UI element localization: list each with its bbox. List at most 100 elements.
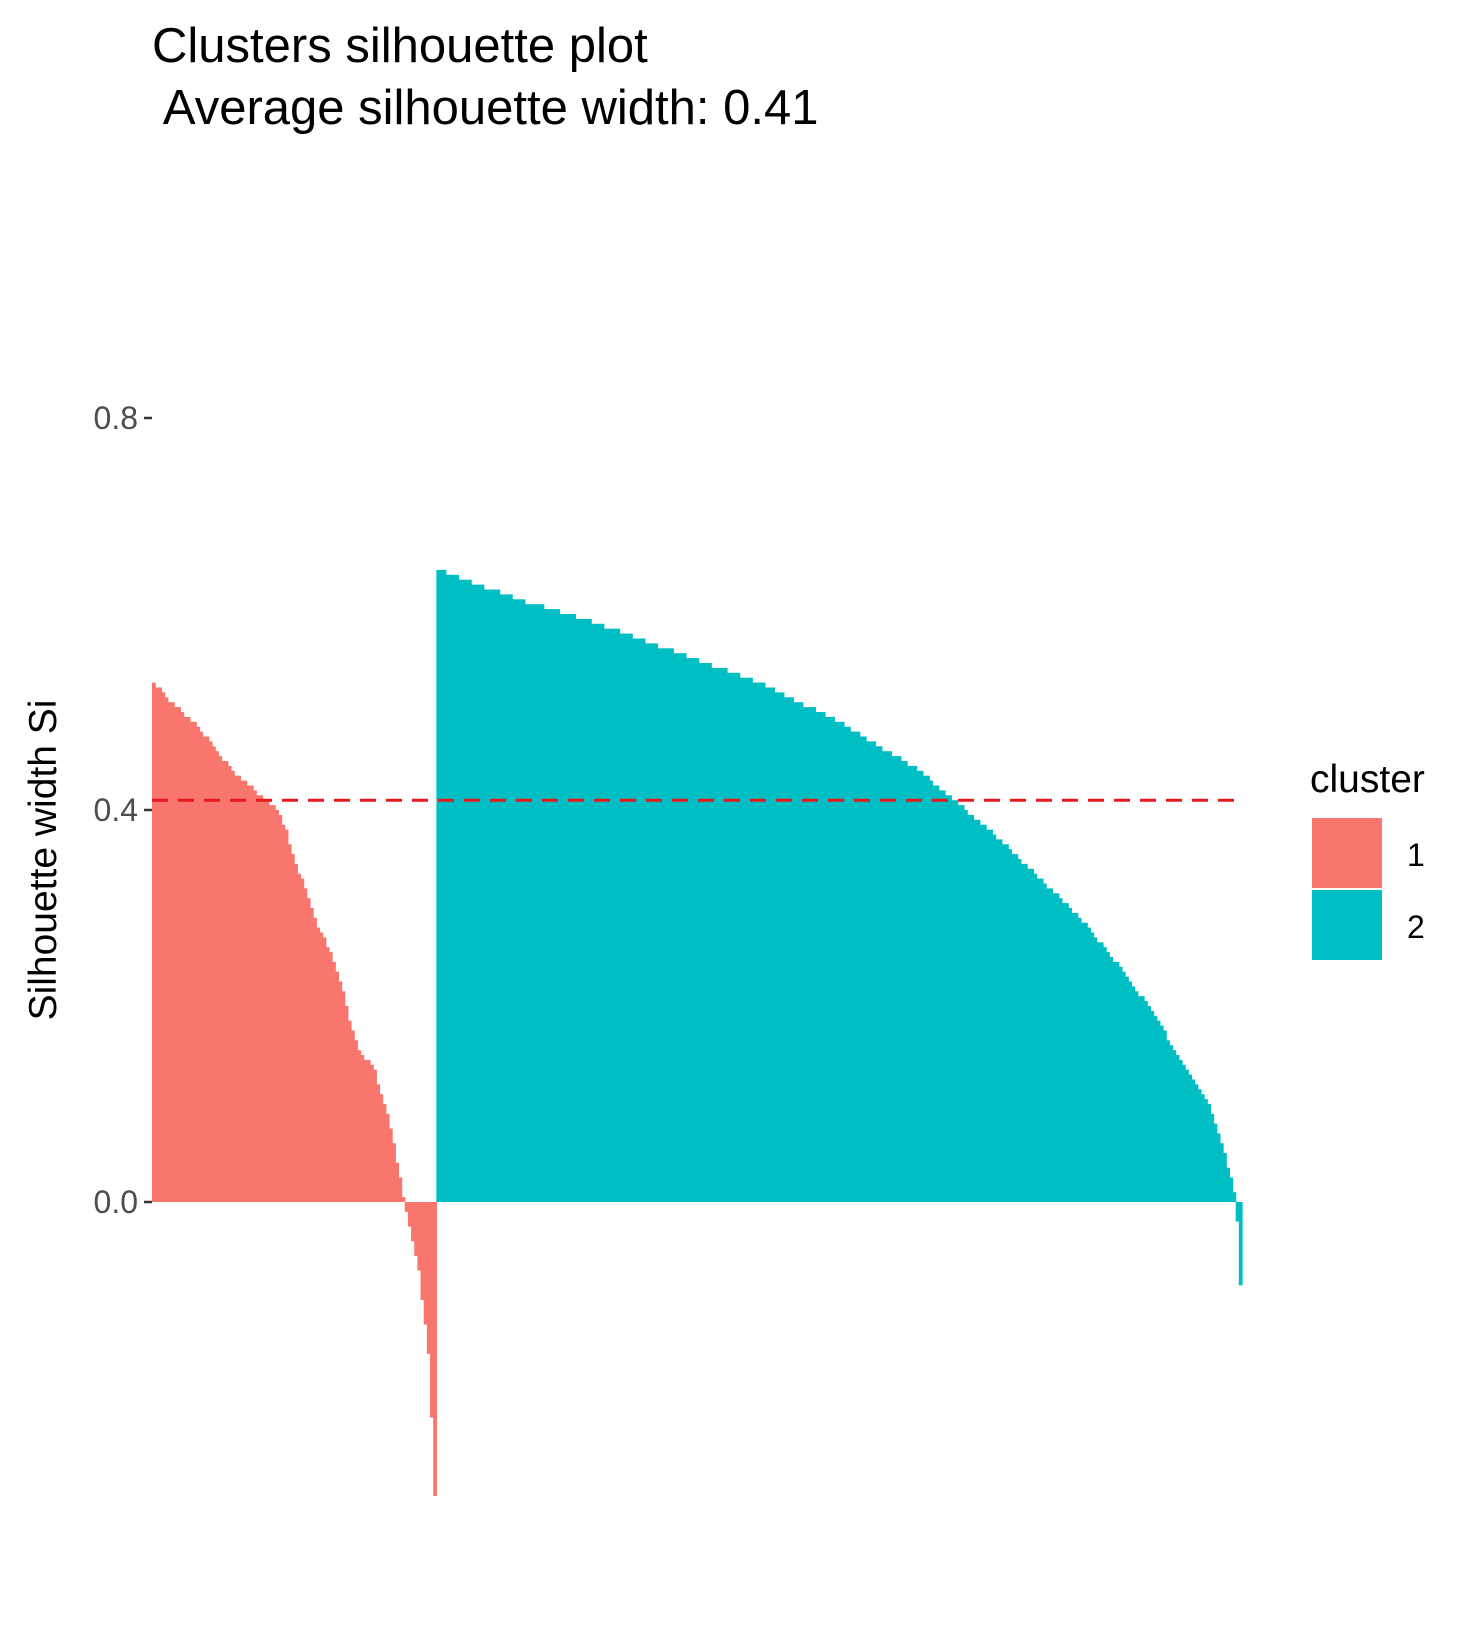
bar-cluster-2 [559, 614, 564, 1202]
bar-cluster-2 [768, 687, 772, 1202]
bar-cluster-2 [802, 707, 807, 1202]
bar-cluster-1 [373, 1069, 377, 1202]
bar-cluster-2 [764, 687, 769, 1202]
bar-cluster-1 [272, 805, 276, 1202]
bar-cluster-2 [654, 643, 659, 1202]
bar-cluster-1 [392, 1143, 396, 1202]
bar-cluster-2 [875, 746, 880, 1202]
bar-cluster-2 [689, 658, 693, 1202]
bar-cluster-1 [357, 1050, 362, 1202]
bar-cluster-2 [512, 599, 516, 1202]
bar-cluster-2 [1112, 961, 1117, 1202]
bar-cluster-1 [281, 824, 286, 1202]
bar-cluster-1 [426, 1202, 431, 1354]
bar-cluster-2 [1046, 888, 1050, 1202]
bar-cluster-2 [480, 584, 485, 1202]
bar-cluster-2 [945, 795, 949, 1202]
bar-cluster-1 [338, 981, 343, 1202]
bar-cluster-2 [828, 716, 832, 1202]
bar-cluster-1 [189, 721, 194, 1202]
bar-cluster-2 [742, 677, 747, 1202]
bar-cluster-2 [821, 712, 826, 1202]
bar-cluster-2 [578, 618, 583, 1202]
bar-cluster-2 [471, 584, 475, 1202]
bar-cluster-2 [761, 682, 766, 1202]
bar-cluster-2 [1131, 986, 1136, 1202]
bar-cluster-2 [907, 765, 911, 1202]
bar-cluster-2 [1115, 961, 1120, 1202]
bar-cluster-2 [799, 702, 804, 1202]
bar-cluster-1 [253, 790, 257, 1202]
bar-cluster-2 [521, 599, 526, 1202]
bar-cluster-2 [1109, 957, 1114, 1202]
bar-cluster-2 [572, 614, 576, 1202]
bar-cluster-2 [1175, 1055, 1180, 1202]
bar-cluster-1 [332, 961, 336, 1202]
bar-cluster-1 [430, 1202, 434, 1418]
bar-cluster-2 [1188, 1074, 1193, 1202]
bar-cluster-1 [360, 1055, 365, 1202]
bar-cluster-2 [916, 770, 921, 1202]
bar-cluster-1 [249, 785, 254, 1202]
bar-cluster-1 [259, 795, 264, 1202]
bar-cluster-2 [682, 653, 687, 1202]
bar-cluster-2 [793, 702, 798, 1202]
bar-cluster-1 [423, 1202, 428, 1325]
bar-cluster-2 [739, 677, 744, 1202]
bar-cluster-1 [167, 702, 172, 1202]
bar-cluster-2 [543, 609, 548, 1202]
bar-cluster-2 [783, 697, 788, 1202]
bar-cluster-2 [641, 638, 646, 1202]
bar-cluster-2 [837, 721, 842, 1202]
bar-cluster-1 [309, 908, 314, 1202]
bar-cluster-2 [1102, 947, 1107, 1202]
bar-cluster-2 [1005, 844, 1009, 1202]
bar-cluster-2 [935, 785, 940, 1202]
bar-cluster-1 [370, 1064, 374, 1202]
bar-cluster-1 [170, 702, 175, 1202]
bar-cluster-2 [1058, 898, 1063, 1202]
bar-cluster-1 [202, 736, 207, 1202]
bar-cluster-2 [989, 829, 994, 1202]
bar-cluster-2 [932, 785, 937, 1202]
bar-cluster-2 [1027, 868, 1031, 1202]
bar-cluster-1 [294, 863, 298, 1202]
bar-cluster-2 [954, 800, 959, 1202]
bar-cluster-2 [562, 614, 567, 1202]
bar-cluster-2 [979, 824, 984, 1202]
bar-cluster-1 [379, 1094, 384, 1202]
bar-cluster-2 [733, 672, 738, 1202]
bar-cluster-1 [414, 1202, 418, 1256]
bar-cluster-2 [474, 584, 479, 1202]
bar-cluster-1 [275, 810, 279, 1202]
bar-cluster-2 [679, 653, 684, 1202]
bar-cluster-2 [1055, 893, 1060, 1202]
bar-cluster-2 [796, 702, 801, 1202]
bar-cluster-1 [205, 736, 210, 1202]
bar-cluster-2 [1093, 937, 1098, 1202]
bar-cluster-2 [714, 667, 719, 1202]
bar-cluster-2 [941, 790, 946, 1202]
bar-cluster-2 [1125, 976, 1129, 1202]
bar-cluster-2 [774, 692, 779, 1202]
bar-cluster-2 [569, 614, 573, 1202]
bar-cluster-1 [218, 756, 223, 1202]
bar-cluster-2 [888, 751, 892, 1202]
bar-cluster-2 [891, 756, 896, 1202]
bar-cluster-2 [673, 653, 678, 1202]
bar-cluster-2 [575, 618, 580, 1202]
bar-cluster-2 [831, 716, 836, 1202]
bar-cluster-2 [610, 628, 614, 1202]
chart-title: Clusters silhouette plot [152, 19, 648, 73]
bar-cluster-2 [619, 633, 624, 1202]
bar-cluster-2 [490, 589, 494, 1202]
bar-cluster-1 [161, 692, 166, 1202]
bar-cluster-1 [325, 947, 330, 1202]
bar-cluster-2 [448, 574, 453, 1202]
bar-cluster-2 [1118, 966, 1123, 1202]
bar-cluster-2 [486, 589, 491, 1202]
bar-cluster-1 [221, 761, 226, 1202]
bar-cluster-2 [787, 697, 791, 1202]
bar-cluster-2 [704, 663, 709, 1202]
bar-cluster-2 [1213, 1123, 1218, 1202]
